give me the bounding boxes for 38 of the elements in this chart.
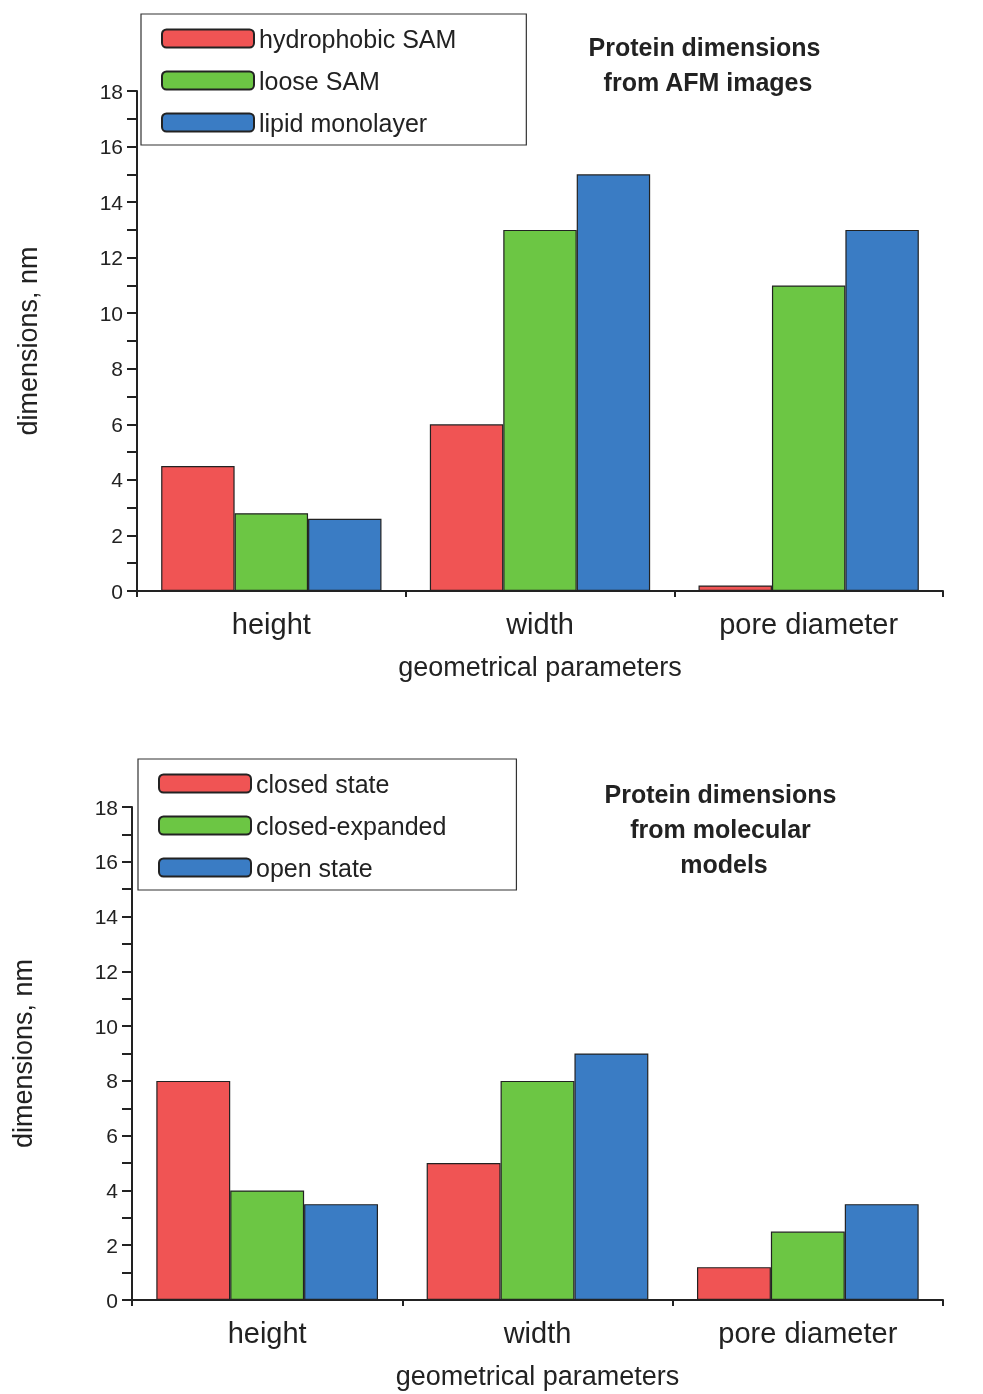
y-tick-label: 0 xyxy=(106,1288,118,1312)
x-tick-label: width xyxy=(505,607,574,640)
legend-label: loose SAM xyxy=(259,66,380,95)
x-tick-label: width xyxy=(502,1316,572,1349)
y-tick-label: 4 xyxy=(111,468,124,492)
y-tick-label: 8 xyxy=(111,357,123,381)
y-axis-title: dimensions, nm xyxy=(7,958,38,1149)
y-tick-label: 6 xyxy=(111,412,123,436)
y-tick-label: 4 xyxy=(106,1178,119,1202)
y-axis-title: dimensions, nm xyxy=(12,246,43,436)
chart-title: Protein dimensions from AFM images xyxy=(588,32,828,96)
legend-label: closed state xyxy=(256,769,390,798)
x-tick-label: pore diameter xyxy=(718,1316,898,1349)
y-tick-label: 6 xyxy=(106,1124,118,1148)
x-axis-title: geometrical parameters xyxy=(398,651,682,682)
legend-label: closed-expanded xyxy=(256,811,447,840)
legend-label: open state xyxy=(256,853,373,882)
x-axis-title: geometrical parameters xyxy=(395,1360,680,1391)
x-tick-label: pore diameter xyxy=(719,607,899,640)
chart-title: Protein dimensions from molecular models xyxy=(604,779,844,878)
y-tick-label: 0 xyxy=(111,579,123,603)
y-tick-label: 14 xyxy=(94,905,119,929)
legend-label: hydrophobic SAM xyxy=(259,24,457,53)
x-tick-label: height xyxy=(227,1316,307,1349)
y-tick-label: 18 xyxy=(94,795,118,819)
y-tick-label: 18 xyxy=(99,79,123,103)
y-tick-label: 10 xyxy=(94,1014,118,1038)
y-tick-label: 10 xyxy=(99,301,123,325)
y-tick-label: 8 xyxy=(106,1069,118,1093)
x-tick-label: height xyxy=(231,607,311,640)
y-tick-label: 12 xyxy=(94,959,118,983)
legend-label: lipid monolayer xyxy=(259,108,428,137)
y-tick-label: 2 xyxy=(111,523,123,547)
y-tick-label: 2 xyxy=(106,1233,118,1257)
y-tick-label: 12 xyxy=(99,246,123,270)
y-tick-label: 14 xyxy=(99,190,124,214)
y-tick-label: 16 xyxy=(94,850,118,874)
y-tick-label: 16 xyxy=(99,135,123,159)
